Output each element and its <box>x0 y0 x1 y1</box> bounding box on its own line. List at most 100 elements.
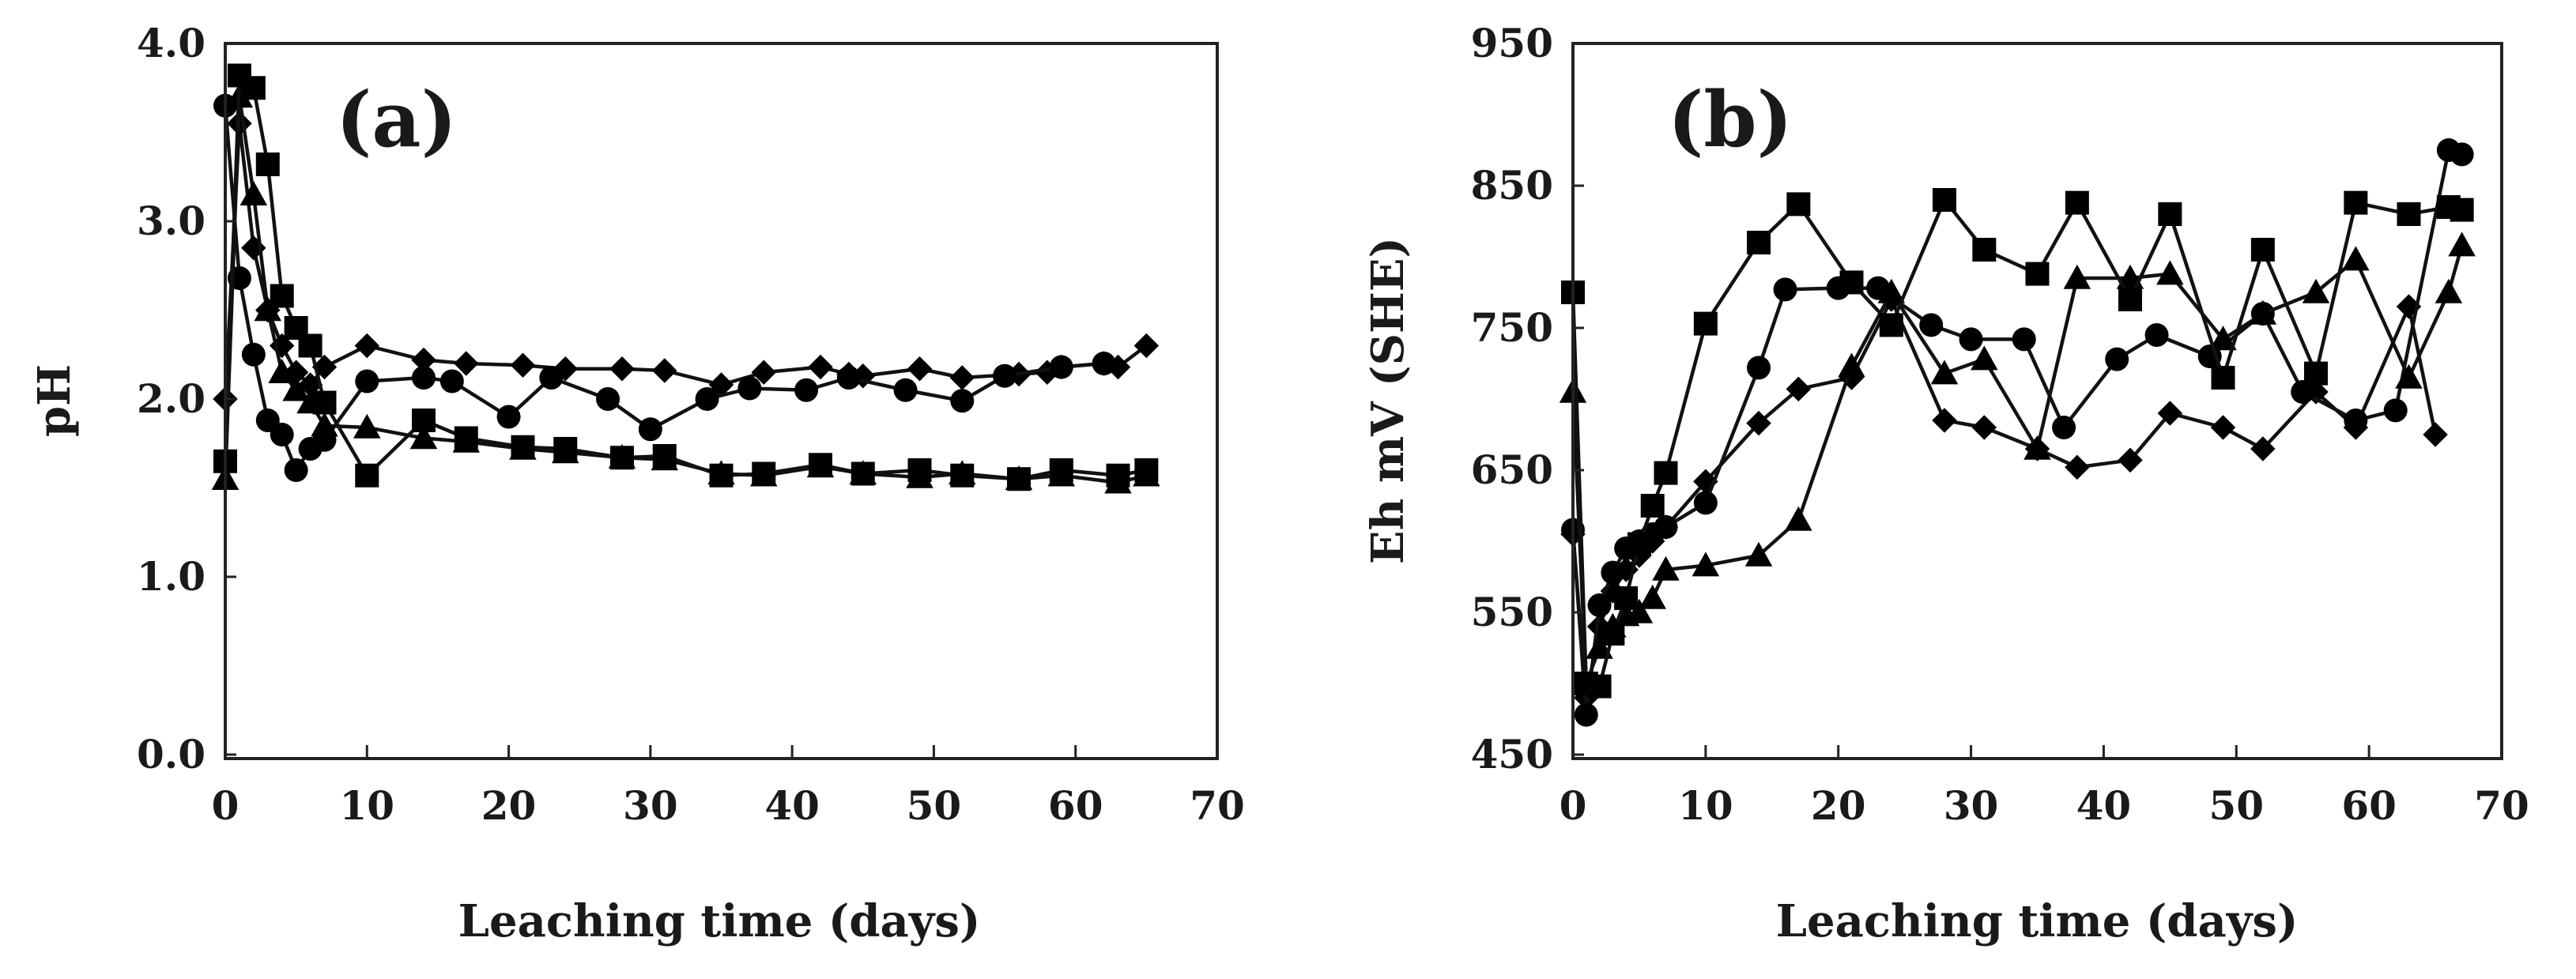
panel-b-x-tick-label: 30 <box>1944 782 1999 829</box>
panel-a-square-point <box>298 333 322 358</box>
panel-b-x-tick-label: 0 <box>1560 782 1587 829</box>
panel-a-y-tick-label: 3.0 <box>137 198 206 244</box>
panel-b-triangle-point <box>1785 506 1812 531</box>
panel-b-diamond-point <box>2157 401 2183 426</box>
panel-b-triangle-point <box>2342 246 2370 271</box>
panel-b-plot-frame <box>1571 42 2503 760</box>
panel-a-circle-point <box>737 376 762 401</box>
panel-a-circle-point <box>836 366 861 390</box>
chart-panel-b: 0 10 20 30 40 50 60 70 450 550 650 750 850 950 (b) L… <box>1362 20 2529 947</box>
panel-a-x-tick-label: 10 <box>339 782 394 829</box>
panel-b-triangle-point <box>1625 598 1654 623</box>
panel-a-series <box>211 63 1160 494</box>
panel-b-square-point <box>1627 532 1651 556</box>
panel-b-diamond-point <box>2118 447 2143 473</box>
panel-b-triangle-point <box>2156 260 2184 285</box>
panel-a-diamond-point <box>751 360 777 385</box>
panel-a-square-point <box>809 453 832 477</box>
panel-a-square-point <box>709 463 734 488</box>
panel-a-circle-point <box>1092 352 1116 375</box>
panel-b-circle-point <box>1747 356 1771 380</box>
panel-b-diamond-point <box>2250 436 2276 461</box>
panel-a-plot-frame <box>224 42 1219 760</box>
panel-b-circle-point <box>1693 491 1718 515</box>
panel-b-circle-point <box>1654 515 1678 539</box>
panel-b-square-point <box>1839 270 1864 295</box>
panel-b-square-point <box>1933 188 1956 212</box>
panel-a-circle-point <box>539 366 564 390</box>
panel-b-triangle-point <box>2209 326 2237 351</box>
panel-a-circle-point <box>355 369 379 393</box>
panel-a-square-point <box>752 461 776 486</box>
panel-a-square-point <box>312 390 337 415</box>
chart-panel-a: 0 10 20 30 40 50 60 70 0.0 1.0 2.0 3.0 4.0 (a) Leac… <box>28 20 1245 947</box>
panel-b-circle-point <box>1959 327 1983 352</box>
panel-a-diamond-point <box>609 356 635 382</box>
panel-b-square-point <box>1972 238 1997 262</box>
panel-a-y-tick-label: 2.0 <box>137 375 206 422</box>
panel-b-square-point <box>1879 313 1903 337</box>
panel-a-x-tick-label: 20 <box>481 782 537 829</box>
panel-b-circle-point <box>2144 323 2169 347</box>
panel-b-triangle-point <box>2302 278 2330 303</box>
panel-a-triangle-point <box>311 412 338 437</box>
panel-a-triangle-point <box>409 424 438 450</box>
panel-a-circle-point <box>794 378 819 402</box>
panel-b-x-ticks: 0 10 20 30 40 50 60 70 <box>1560 745 2529 829</box>
panel-b-square-point <box>2065 190 2089 215</box>
panel-b-triangle-point <box>1971 345 1998 371</box>
panel-b-circle-point <box>2052 416 2076 439</box>
panel-a-triangle-point <box>239 181 268 206</box>
panel-b-triangle-point <box>1838 352 1865 378</box>
panel-a-x-tick-label: 0 <box>212 782 239 829</box>
panel-b-series-square <box>1561 188 2474 698</box>
panel-a-circle-point <box>893 378 918 402</box>
panel-b-y-tick-label: 450 <box>1471 731 1553 778</box>
panel-a-diamond-point <box>652 358 677 383</box>
panel-a-y-tick-label: 0.0 <box>137 731 206 778</box>
panel-a-circle-point <box>638 417 662 442</box>
panel-b-circle-point <box>1919 313 1944 337</box>
panel-b-triangle-point <box>2395 363 2423 389</box>
panel-a-circle-point <box>695 387 719 411</box>
panel-a-diamond-point <box>411 347 436 373</box>
panel-b-square-point <box>1640 494 1665 518</box>
panel-a-square-point <box>241 76 266 100</box>
panel-b-circle-point <box>1773 277 1797 302</box>
panel-b-y-tick-label: 850 <box>1471 162 1553 209</box>
panel-a-circle-point <box>993 363 1017 388</box>
panel-a-diamond-point <box>1133 333 1160 359</box>
panel-a-square-point <box>412 409 436 432</box>
panel-b-triangle-point <box>2435 278 2463 303</box>
panel-b-square-point <box>2118 288 2142 311</box>
panel-b-square-point <box>2397 202 2421 226</box>
panel-b-circle-point <box>2012 327 2036 352</box>
panel-b-square-point <box>1601 622 1625 646</box>
panel-b-square-point <box>1786 192 1811 217</box>
panel-a-circle-point <box>496 405 521 429</box>
panel-b-circle-point <box>1587 593 1612 617</box>
panel-a-label: (a) <box>336 75 457 164</box>
panel-b-diamond-point <box>1746 410 1771 436</box>
panel-a-square-point <box>610 446 634 470</box>
panel-b-diamond-point <box>2423 422 2448 447</box>
panel-b-square-point <box>1693 311 1718 336</box>
panel-b-diamond-point <box>2065 454 2090 480</box>
panel-a-square-point <box>1007 467 1031 491</box>
panel-b-triangle-point <box>2249 299 2277 325</box>
panel-a-square-point <box>850 461 875 486</box>
panel-b-square-point <box>1614 586 1639 610</box>
panel-b-triangle-point <box>1639 584 1666 609</box>
panel-a-y-ticks: 0.0 1.0 2.0 3.0 4.0 <box>137 20 236 778</box>
panel-b-x-tick-label: 50 <box>2208 782 2264 829</box>
panel-b-square-point <box>1654 461 1678 485</box>
panel-a-x-tick-label: 50 <box>907 782 962 829</box>
panel-a-circle-point <box>241 342 266 367</box>
panel-b-triangle-point <box>1692 552 1720 577</box>
panel-b-circle-point <box>2450 142 2474 167</box>
panel-a-x-tick-label: 40 <box>764 782 820 829</box>
panel-b-y-tick-label: 750 <box>1471 304 1553 351</box>
panel-a-circle-point <box>412 366 436 390</box>
panel-b-y-tick-label: 950 <box>1471 20 1553 66</box>
